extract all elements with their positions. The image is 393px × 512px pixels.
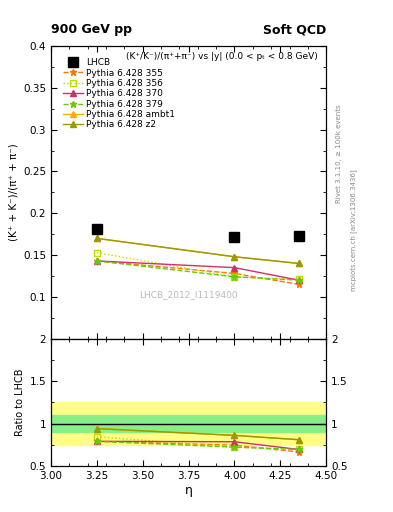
Pythia 6.428 z2 bbox=[296, 261, 301, 267]
LHCB bbox=[296, 233, 301, 239]
Pythia 6.428 370 bbox=[296, 277, 301, 283]
Pythia 6.428 356 bbox=[232, 274, 237, 280]
Pythia 6.428 370 bbox=[95, 258, 99, 264]
Pythia 6.428 370 bbox=[232, 265, 237, 271]
Pythia 6.428 z2 bbox=[232, 253, 237, 260]
Pythia 6.428 z2 bbox=[95, 236, 99, 242]
Bar bbox=[51, 415, 326, 432]
Line: LHCB: LHCB bbox=[92, 224, 303, 242]
Text: Soft QCD: Soft QCD bbox=[263, 23, 326, 36]
Text: (K⁺/K⁻)/(π⁺+π⁻) vs |y| (0.0 < pₜ < 0.8 GeV): (K⁺/K⁻)/(π⁺+π⁻) vs |y| (0.0 < pₜ < 0.8 G… bbox=[126, 52, 318, 61]
Pythia 6.428 355 bbox=[296, 281, 301, 287]
Text: 900 GeV pp: 900 GeV pp bbox=[51, 23, 132, 36]
Pythia 6.428 379 bbox=[232, 274, 237, 280]
Pythia 6.428 355 bbox=[232, 270, 237, 276]
Text: Rivet 3.1.10, ≥ 100k events: Rivet 3.1.10, ≥ 100k events bbox=[336, 104, 342, 203]
Pythia 6.428 ambt1 bbox=[232, 253, 237, 260]
Text: mcplots.cern.ch [arXiv:1306.3436]: mcplots.cern.ch [arXiv:1306.3436] bbox=[350, 169, 356, 291]
Pythia 6.428 ambt1 bbox=[95, 236, 99, 242]
LHCB bbox=[232, 233, 237, 240]
Y-axis label: (K⁺ + K⁻)/(π⁺ + π⁻): (K⁺ + K⁻)/(π⁺ + π⁻) bbox=[9, 143, 19, 241]
Pythia 6.428 356 bbox=[95, 249, 99, 255]
Line: Pythia 6.428 355: Pythia 6.428 355 bbox=[94, 258, 302, 288]
LHCB bbox=[95, 226, 99, 232]
X-axis label: η: η bbox=[185, 483, 193, 497]
Text: LHCB_2012_I1119400: LHCB_2012_I1119400 bbox=[140, 290, 238, 300]
Pythia 6.428 356 bbox=[296, 276, 301, 283]
Y-axis label: Ratio to LHCB: Ratio to LHCB bbox=[15, 369, 26, 436]
Pythia 6.428 355 bbox=[95, 258, 99, 264]
Line: Pythia 6.428 379: Pythia 6.428 379 bbox=[94, 258, 302, 284]
Pythia 6.428 379 bbox=[296, 277, 301, 283]
Line: Pythia 6.428 ambt1: Pythia 6.428 ambt1 bbox=[94, 236, 301, 266]
Line: Pythia 6.428 356: Pythia 6.428 356 bbox=[94, 250, 301, 282]
Pythia 6.428 379 bbox=[95, 258, 99, 264]
Bar bbox=[51, 402, 326, 445]
Line: Pythia 6.428 z2: Pythia 6.428 z2 bbox=[94, 236, 301, 266]
Legend: LHCB, Pythia 6.428 355, Pythia 6.428 356, Pythia 6.428 370, Pythia 6.428 379, Py: LHCB, Pythia 6.428 355, Pythia 6.428 356… bbox=[61, 56, 177, 131]
Line: Pythia 6.428 370: Pythia 6.428 370 bbox=[94, 258, 301, 283]
Pythia 6.428 ambt1 bbox=[296, 261, 301, 267]
